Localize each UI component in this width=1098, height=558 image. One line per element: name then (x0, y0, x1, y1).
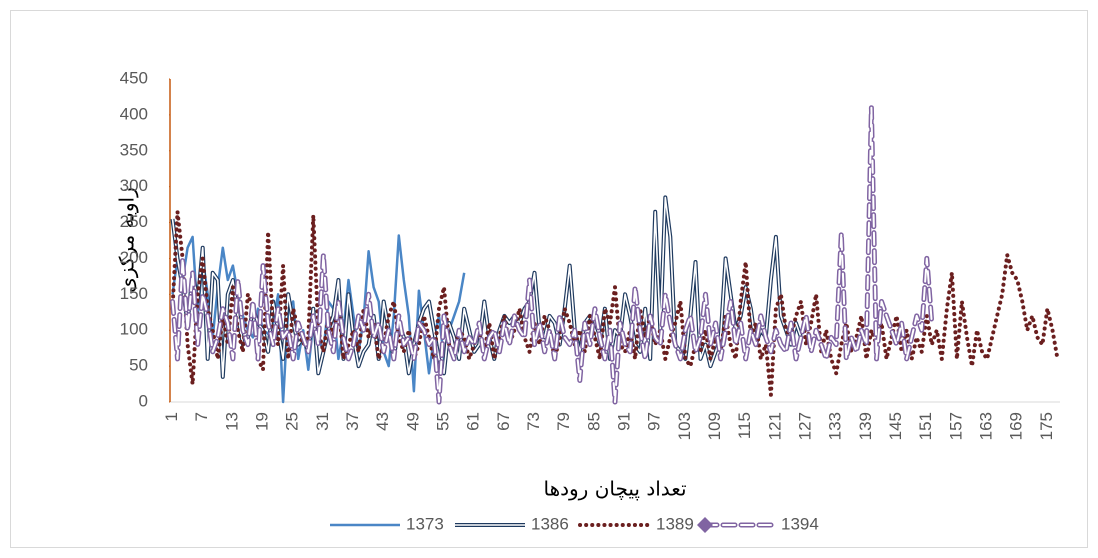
x-tick-label: 109 (705, 412, 724, 440)
x-tick-label: 1 (162, 412, 181, 421)
y-tick-label: 100 (120, 320, 148, 339)
x-tick-label: 73 (524, 412, 543, 431)
x-tick-label: 133 (826, 412, 845, 440)
x-tick-label: 91 (615, 412, 634, 431)
legend-marker (697, 517, 713, 533)
y-tick-label: 200 (120, 248, 148, 267)
y-tick-label: 400 (120, 104, 148, 123)
x-tick-label: 103 (675, 412, 694, 440)
x-tick-label: 79 (554, 412, 573, 431)
x-tick-label: 157 (946, 412, 965, 440)
x-tick-label: 7 (192, 412, 211, 421)
x-tick-label: 13 (222, 412, 241, 431)
x-tick-label: 55 (434, 412, 453, 431)
legend-label: 1394 (781, 514, 819, 533)
y-axis-title: زاویه مرکزی (115, 187, 139, 292)
y-tick-label: 350 (120, 140, 148, 159)
y-tick-label: 450 (120, 68, 148, 87)
legend-label: 1373 (406, 514, 444, 533)
x-tick-label: 163 (977, 412, 996, 440)
x-tick-label: 121 (765, 412, 784, 440)
x-tick-label: 151 (916, 412, 935, 440)
x-tick-label: 61 (464, 412, 483, 431)
x-tick-label: 97 (645, 412, 664, 431)
x-tick-label: 169 (1007, 412, 1026, 440)
x-tick-label: 139 (856, 412, 875, 440)
y-tick-label: 0 (139, 391, 148, 410)
x-tick-label: 115 (735, 412, 754, 439)
x-tick-label: 145 (886, 412, 905, 440)
x-tick-label: 127 (796, 412, 815, 440)
y-tick-label: 250 (120, 212, 148, 231)
y-tick-label: 50 (129, 356, 148, 375)
legend-label: 1386 (531, 514, 569, 533)
x-tick-label: 37 (343, 412, 362, 431)
x-tick-label: 49 (403, 412, 422, 431)
x-tick-label: 175 (1037, 412, 1056, 440)
x-tick-label: 43 (373, 412, 392, 431)
y-tick-label: 300 (120, 176, 148, 195)
x-tick-label: 85 (584, 412, 603, 431)
series-line (171, 106, 933, 403)
legend-label: 1389 (656, 514, 694, 533)
x-tick-label: 25 (283, 412, 302, 431)
x-tick-label: 67 (494, 412, 513, 431)
x-tick-label: 31 (313, 412, 332, 431)
x-axis-title: تعداد پیچان رودها (543, 477, 686, 502)
x-tick-label: 19 (253, 412, 272, 431)
y-tick-label: 150 (120, 284, 148, 303)
